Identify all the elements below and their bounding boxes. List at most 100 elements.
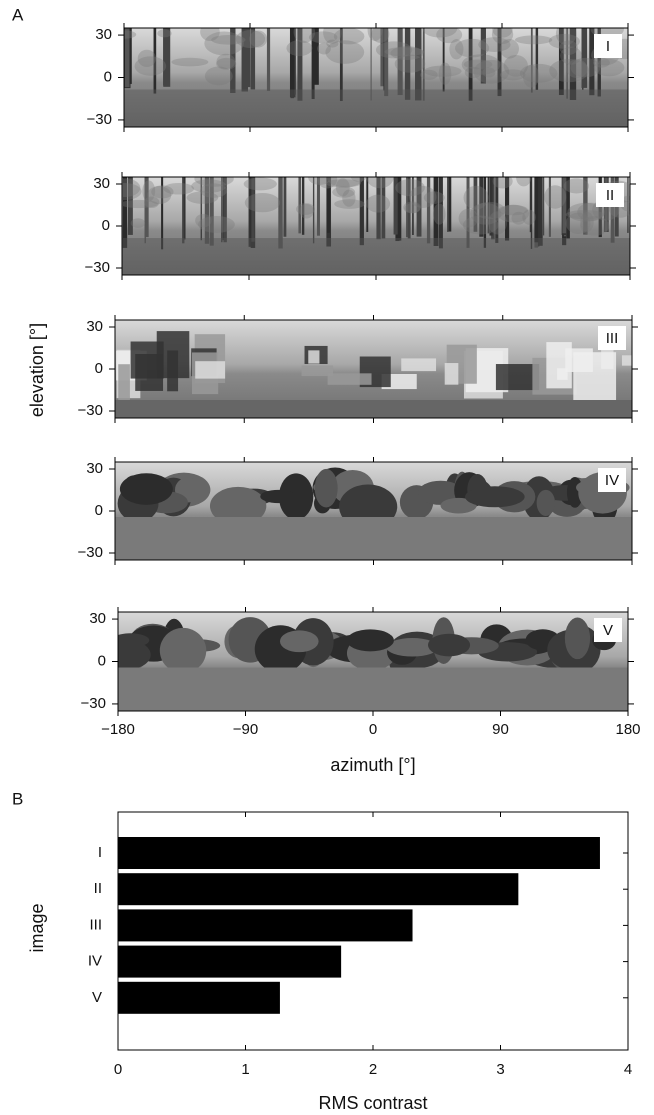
tree-trunk [312,177,315,244]
tree-trunk [562,177,567,234]
tree-trunk [251,177,255,242]
foliage [519,63,558,83]
foliage [449,39,464,60]
x-tick-label: −180 [101,721,135,738]
tree-trunk [548,177,551,237]
foliage [555,28,577,46]
tree-trunk [397,28,403,96]
foliage [500,69,526,81]
bush [260,489,297,504]
furniture [495,364,540,391]
foliage [559,40,578,55]
tree-trunk [404,28,411,100]
tree-trunk [221,177,223,243]
y-tick-label: 0 [95,360,103,377]
tree-trunk [448,177,452,232]
foliage [474,201,506,220]
furniture [401,358,437,372]
tree-trunk [153,28,157,94]
foliage [317,42,331,55]
foliage [570,57,601,78]
foliage [464,66,482,79]
y-tick-label: −30 [78,544,103,561]
image-label: III [606,330,619,347]
panorama-image [122,177,630,275]
foliage [511,211,526,225]
bar [118,945,342,978]
y-tick-label: 30 [89,610,106,627]
foliage [563,178,590,194]
x-tick-label: 2 [369,1061,377,1078]
bush [465,486,525,508]
foliage [463,59,493,70]
foliage [579,216,610,236]
lawn [118,667,628,711]
tree-trunk [433,177,439,247]
foliage [134,56,167,76]
foliage [423,65,462,77]
image-label-box [598,326,626,350]
foliage [522,64,540,88]
tree-trunk [495,177,499,243]
foliage [163,182,195,195]
foliage [144,196,160,209]
tree-trunk [466,177,470,248]
tree-trunk [301,177,305,235]
x-tick-label: 0 [114,1061,122,1078]
x-axis-label: RMS contrast [318,1093,427,1113]
tree-trunk [558,28,564,96]
foliage [332,186,356,198]
image-label: IV [605,472,619,489]
foliage [195,213,212,228]
y-tick-label: 30 [86,318,103,335]
furniture [156,331,190,379]
bar [118,909,413,942]
y-tick-label: 30 [93,175,110,192]
foliage [137,49,157,68]
y-tick-label: −30 [81,695,106,712]
tree-trunk [538,177,543,246]
bar [118,873,519,906]
foliage [404,203,421,214]
foliage [216,57,237,70]
foliage [473,59,510,84]
foliage [191,179,227,193]
tree-trunk [442,28,445,92]
tree-trunk [566,177,570,239]
foliage [323,28,342,44]
foliage [325,179,362,188]
tree-trunk [380,28,384,87]
furniture [301,365,334,377]
bush [118,633,150,648]
tree-trunk [569,28,577,100]
bush [346,629,394,652]
y-tick-label: V [92,989,102,1006]
bush [385,639,433,655]
image-background [124,28,628,127]
foliage [514,35,553,45]
tree-trunk [497,28,502,97]
foliage [308,177,332,185]
y-tick-label: 0 [95,502,103,519]
foliage [350,177,367,182]
y-tick-label: III [89,916,102,933]
furniture [557,368,568,380]
tree-trunk [230,28,236,93]
foliage [199,183,228,198]
tree-trunk [122,177,128,248]
tree-trunk [598,177,602,238]
foliage [544,185,567,209]
panorama-image [118,612,628,711]
x-tick-label: 0 [369,721,377,738]
foliage [200,28,220,42]
tree-trunk [393,177,398,235]
tree-trunk [610,177,615,243]
foliage [342,189,356,207]
foliage [390,46,424,60]
y-tick-label: IV [88,953,102,970]
tree-trunk [415,28,422,101]
foliage [522,209,536,225]
foliage [157,29,172,38]
foliage [308,31,338,44]
